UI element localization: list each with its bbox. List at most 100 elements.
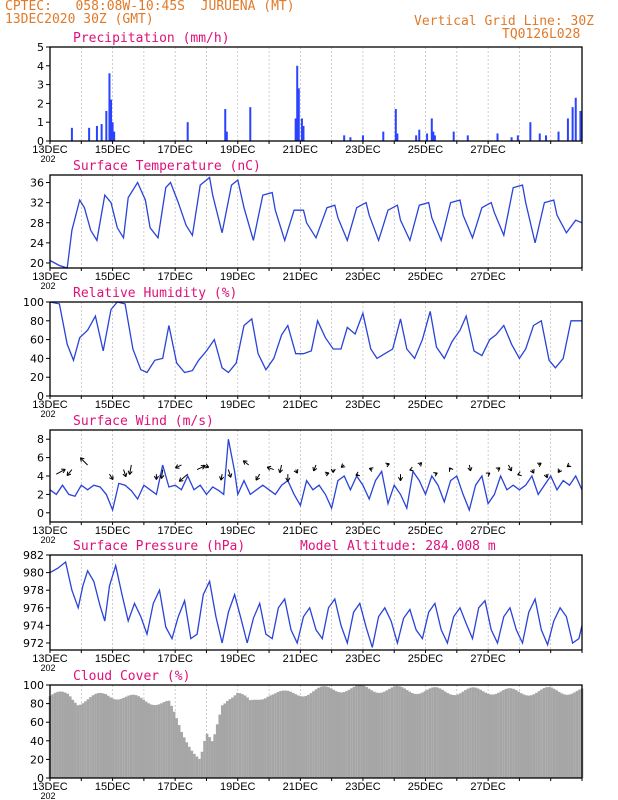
precip-bar <box>579 110 582 141</box>
wind-arrow <box>340 463 346 468</box>
x-tick-label: 21DEC <box>283 271 319 283</box>
cloud-bar <box>388 688 391 778</box>
y-tick-label: 20 <box>30 371 44 384</box>
cloud-bar <box>109 697 113 778</box>
y-tick-label: 4 <box>37 60 44 73</box>
y-tick-label: 0 <box>37 507 44 520</box>
panel-title: Surface Temperature (nC) <box>73 159 261 174</box>
wind-arrow <box>537 462 542 467</box>
cloud-bar <box>469 687 472 778</box>
cloud-bar <box>182 737 186 778</box>
x-tick-label: 17DEC <box>157 653 193 665</box>
precip-bar <box>186 122 189 141</box>
wind-arrow-head <box>487 472 491 477</box>
cloud-bar <box>307 694 310 778</box>
x-tick-label: 13DEC <box>32 144 68 156</box>
cloud-bar <box>248 700 252 778</box>
y-tick-label: 80 <box>30 698 44 711</box>
wind-arrow-shaft <box>203 464 209 468</box>
y-tick-label: 5 <box>37 41 44 54</box>
wind-arrow-head <box>330 468 334 473</box>
cloud-bar <box>228 699 232 778</box>
cloud-bar <box>337 692 341 778</box>
x-tick-label: 23DEC <box>345 525 381 537</box>
cloud-bar <box>86 699 90 778</box>
wind-arrow-head <box>324 471 330 474</box>
cloud-bar <box>256 699 260 778</box>
cloud-bar <box>486 693 490 778</box>
wind-arrow-head <box>80 457 85 460</box>
cloud-bar <box>91 695 95 778</box>
cloud-bar <box>448 694 452 778</box>
precip-bar <box>426 133 429 141</box>
wind-arrow <box>543 473 549 479</box>
precip-bar <box>110 99 113 141</box>
wind-arrow-head <box>66 471 69 476</box>
y-tick-label: 32 <box>30 197 44 210</box>
x-tick-label: 15DEC <box>95 525 131 537</box>
x-year-label: 202 <box>40 409 55 419</box>
x-tick-label: 23DEC <box>345 399 381 411</box>
wind-arrow-head <box>202 465 206 470</box>
cloud-bar <box>210 741 214 778</box>
wind-arrow-head <box>538 462 542 467</box>
cloud-bar <box>527 695 531 778</box>
wind-arrow-head <box>159 474 162 479</box>
wind-arrow-head <box>517 471 521 476</box>
wind-arrow-head <box>355 471 359 476</box>
cloud-bar <box>157 704 161 778</box>
wind-arrow-head <box>127 470 131 475</box>
wind-arrow-shaft <box>123 469 127 477</box>
wind-arrow-head <box>470 466 473 472</box>
precip-bar <box>249 107 252 141</box>
cloud-bar <box>124 696 128 778</box>
wind-arrow-head <box>332 468 336 473</box>
panel-title: Cloud Cover (%) <box>73 669 190 684</box>
y-tick-label: 40 <box>30 352 44 365</box>
cloud-bar <box>441 689 444 778</box>
wind-arrow-head <box>417 462 422 465</box>
wind-arrow-head <box>109 477 114 481</box>
y-tick-label: 20 <box>30 753 44 766</box>
cloud-bar <box>573 692 576 778</box>
cloud-bar <box>218 714 222 778</box>
cloud-bar <box>142 699 146 778</box>
x-year-label: 202 <box>40 791 55 800</box>
cloud-bar <box>66 693 70 778</box>
wind-arrow <box>127 464 133 475</box>
wind-arrow-head <box>400 477 404 482</box>
y-tick-label: 8 <box>37 433 44 446</box>
x-tick-label: 27DEC <box>470 271 506 283</box>
wind-arrow-head <box>267 465 272 468</box>
x-tick-label: 19DEC <box>220 271 256 283</box>
wind-arrow-head <box>122 473 127 478</box>
precip-bar <box>394 109 397 141</box>
cloud-bar <box>81 703 85 778</box>
cloud-bar <box>350 688 353 778</box>
wind-arrow-shaft <box>175 464 182 469</box>
precip-bar <box>105 110 108 141</box>
panel-frame <box>49 174 583 269</box>
y-tick-label: 0 <box>37 772 44 785</box>
cloud-bar <box>327 687 330 778</box>
cloud-bar <box>309 693 313 778</box>
y-tick-label: 6 <box>37 452 44 465</box>
cloud-bar <box>291 692 295 778</box>
cloud-bar <box>114 699 118 778</box>
x-tick-label: 17DEC <box>157 271 193 283</box>
cloud-bar <box>238 693 242 778</box>
wind-arrow-head <box>205 463 210 468</box>
cloud-bar <box>162 702 166 778</box>
precip-bar <box>100 124 103 141</box>
cloud-bar <box>403 688 406 778</box>
wind-arrow-head <box>467 467 471 472</box>
cloud-bar <box>68 696 72 778</box>
y-tick-label: 20 <box>30 257 44 270</box>
wind-arrow <box>266 465 274 471</box>
precip-bar <box>111 122 114 141</box>
x-tick-label: 27DEC <box>470 144 506 156</box>
cloud-bar <box>426 689 429 778</box>
y-tick-label: 978 <box>23 584 44 597</box>
cloud-bar <box>362 685 366 778</box>
